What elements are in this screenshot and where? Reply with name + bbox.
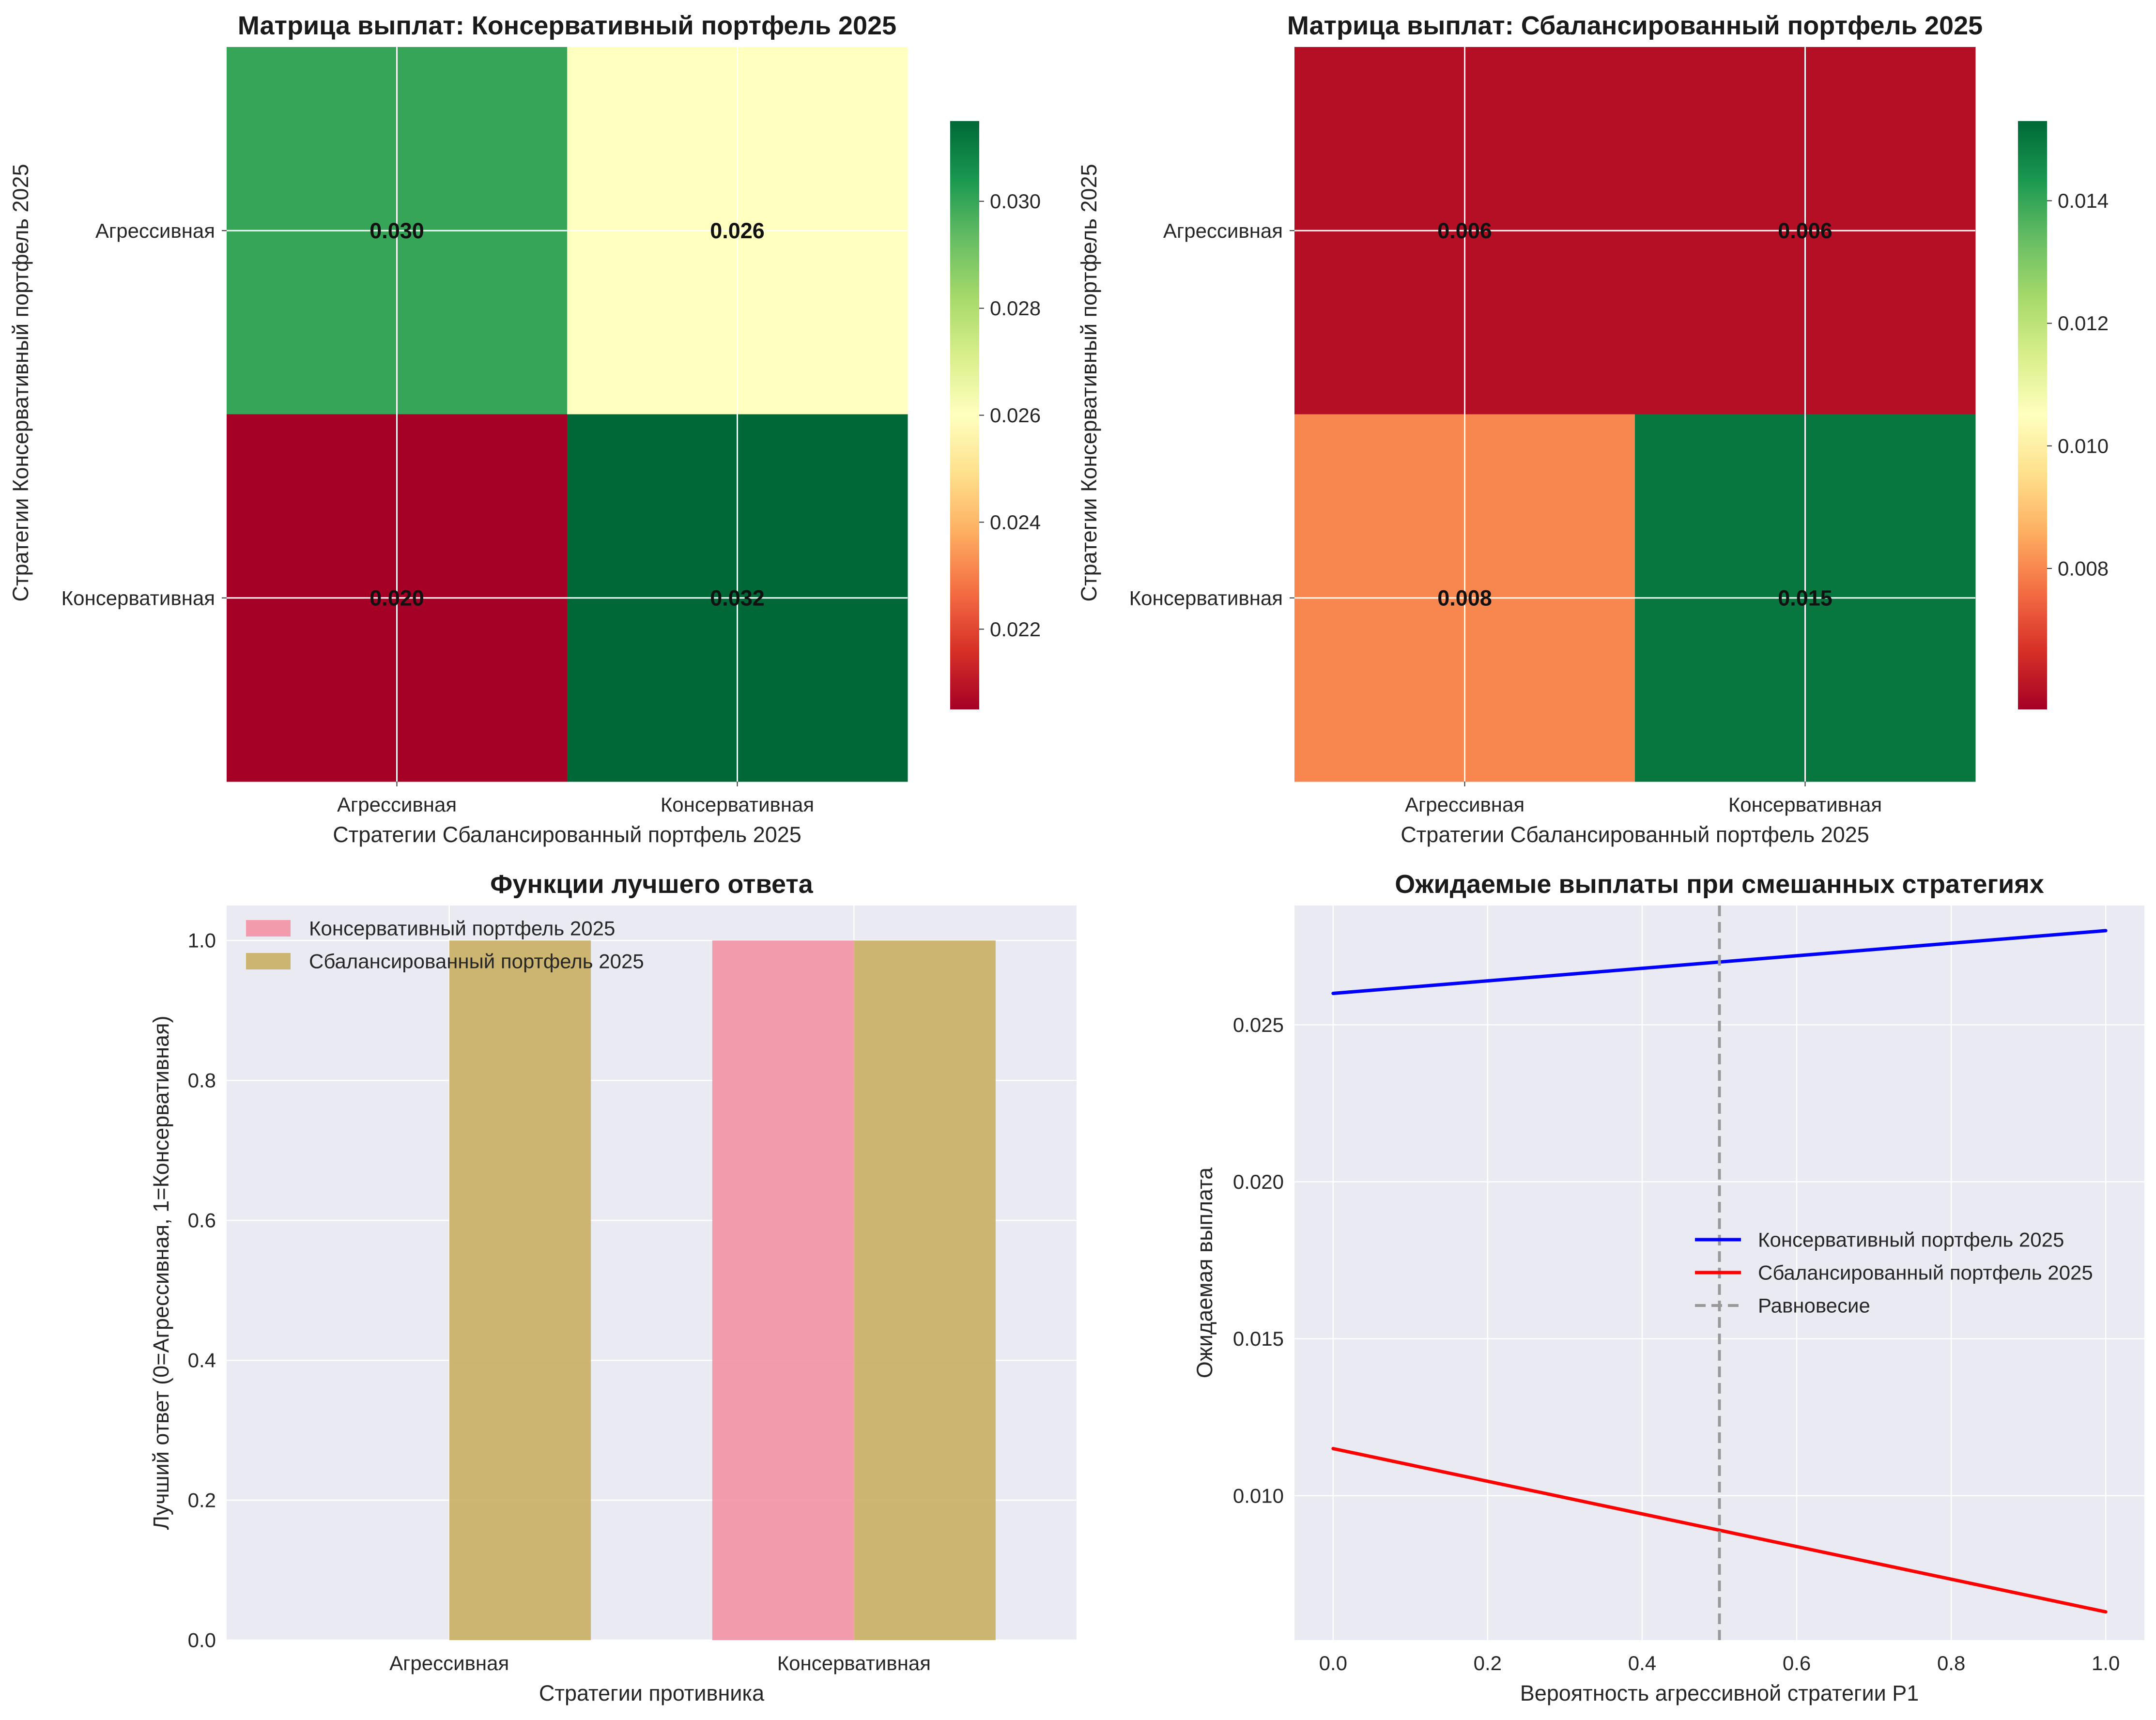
legend-label: Сбалансированный портфель 2025 bbox=[309, 950, 644, 973]
y-tick-label: Консервативная bbox=[62, 586, 215, 609]
y-axis-label: Лучший ответ (0=Агрессивная, 1=Консерват… bbox=[149, 1016, 173, 1530]
cell-value-label: 0.032 bbox=[710, 585, 765, 610]
y-tick-label: 0.2 bbox=[188, 1489, 216, 1512]
cell-value-label: 0.015 bbox=[1778, 585, 1833, 610]
heatmap-1: 0.030 0.026 0.020 0.032 Агрессивная Консерват… bbox=[8, 11, 1041, 847]
chart-title: Функции лучшего ответа bbox=[490, 870, 813, 899]
x-tick-label: Агрессивная bbox=[1405, 793, 1525, 816]
x-tick-label: 0.4 bbox=[1628, 1652, 1656, 1674]
x-axis-label: Вероятность агрессивной стратегии P1 bbox=[1520, 1681, 1919, 1705]
colorbar-tick-label: 0.010 bbox=[2058, 434, 2109, 457]
legend-swatch bbox=[246, 920, 291, 937]
colorbar-tick-label: 0.026 bbox=[990, 404, 1041, 427]
x-axis-label: Стратегии Сбалансированный портфель 2025 bbox=[333, 822, 801, 847]
x-tick-label: Агрессивная bbox=[389, 1652, 509, 1674]
colorbar bbox=[950, 121, 979, 709]
bar-chart: 0.0 0.2 0.4 0.6 0.8 1.0 Агрессивная Консерватив… bbox=[149, 870, 1077, 1705]
colorbar-tick-label: 0.014 bbox=[2058, 189, 2109, 212]
y-tick-label: 0.6 bbox=[188, 1209, 216, 1232]
chart-title: Матрица выплат: Сбалансированный портфел… bbox=[1287, 11, 1983, 40]
x-axis-label: Стратегии противника bbox=[539, 1681, 765, 1705]
cell-value-label: 0.026 bbox=[710, 218, 765, 243]
x-axis-label: Стратегии Сбалансированный портфель 2025 bbox=[1401, 822, 1869, 847]
colorbar-tick-label: 0.022 bbox=[990, 618, 1041, 641]
x-tick-label: 0.6 bbox=[1783, 1652, 1811, 1674]
colorbar-tick-label: 0.028 bbox=[990, 297, 1041, 320]
line-chart: 0.0 0.2 0.4 0.6 0.8 1.0 0.010 0.015 0.020 0.025 Ож… bbox=[1192, 870, 2144, 1705]
x-tick-label: Консервативная bbox=[1728, 793, 1882, 816]
legend-label: Сбалансированный портфель 2025 bbox=[1758, 1261, 2093, 1284]
colorbar-tick-label: 0.030 bbox=[990, 190, 1041, 213]
y-tick-label: 0.4 bbox=[188, 1349, 216, 1372]
cell-value-label: 0.030 bbox=[370, 218, 424, 243]
y-tick-label: 0.010 bbox=[1233, 1484, 1284, 1507]
x-tick-label: Консервативная bbox=[661, 793, 814, 816]
legend-swatch bbox=[246, 953, 291, 969]
legend-label: Консервативный портфель 2025 bbox=[309, 917, 615, 940]
y-tick-label: 0.0 bbox=[188, 1629, 216, 1652]
colorbar-tick-label: 0.008 bbox=[2058, 557, 2109, 580]
y-axis-label: Стратегии Консервативный портфель 2025 bbox=[1077, 164, 1101, 602]
y-tick-label: 1.0 bbox=[188, 929, 216, 952]
y-tick-label: 0.8 bbox=[188, 1069, 216, 1092]
legend-label: Равновесие bbox=[1758, 1294, 1870, 1317]
legend-label: Консервативный портфель 2025 bbox=[1758, 1229, 2064, 1251]
y-tick-label: 0.025 bbox=[1233, 1014, 1284, 1036]
bar bbox=[854, 940, 996, 1640]
colorbar-tick-label: 0.024 bbox=[990, 511, 1041, 534]
y-tick-label: 0.015 bbox=[1233, 1327, 1284, 1350]
y-tick-label: Агрессивная bbox=[1163, 219, 1283, 242]
x-tick-label: Агрессивная bbox=[337, 793, 457, 816]
heatmap-2: 0.006 0.006 0.008 0.015 Агрессивная Консерват… bbox=[1077, 11, 2109, 847]
colorbar bbox=[2018, 121, 2047, 709]
x-tick-label: 0.8 bbox=[1937, 1652, 1965, 1674]
cell-value-label: 0.020 bbox=[370, 585, 424, 610]
y-axis-label: Стратегии Консервативный портфель 2025 bbox=[8, 164, 33, 602]
series-line bbox=[1331, 1447, 2108, 1614]
bar bbox=[712, 940, 854, 1640]
cell-value-label: 0.008 bbox=[1437, 585, 1492, 610]
y-tick-label: Агрессивная bbox=[95, 219, 215, 242]
x-tick-label: 1.0 bbox=[2092, 1652, 2120, 1674]
x-tick-label: Консервативная bbox=[777, 1652, 931, 1674]
x-tick-label: 0.0 bbox=[1319, 1652, 1347, 1674]
chart-title: Ожидаемые выплаты при смешанных стратеги… bbox=[1395, 870, 2044, 899]
cell-value-label: 0.006 bbox=[1437, 218, 1492, 243]
chart-title: Матрица выплат: Консервативный портфель … bbox=[238, 11, 896, 40]
y-tick-label: 0.020 bbox=[1233, 1170, 1284, 1193]
x-tick-label: 0.2 bbox=[1474, 1652, 1502, 1674]
cell-value-label: 0.006 bbox=[1778, 218, 1833, 243]
colorbar-tick-label: 0.012 bbox=[2058, 312, 2109, 335]
y-tick-label: Консервативная bbox=[1129, 586, 1283, 609]
y-axis-label: Ожидаемая выплата bbox=[1192, 1167, 1217, 1378]
bar bbox=[449, 940, 591, 1640]
